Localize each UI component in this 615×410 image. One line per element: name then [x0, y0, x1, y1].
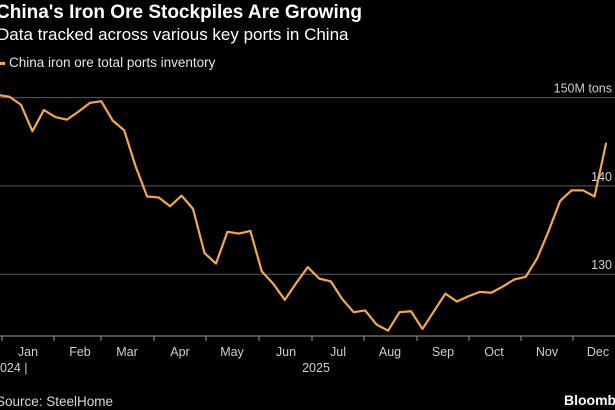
data-point — [513, 278, 515, 280]
data-point — [54, 116, 56, 118]
series-line — [0, 94, 608, 332]
legend-swatch — [0, 61, 5, 65]
data-point — [582, 189, 584, 191]
data-point — [467, 295, 469, 297]
data-point — [398, 311, 400, 313]
data-point — [215, 262, 217, 264]
data-point — [134, 165, 136, 167]
x-tick-label: Feb — [69, 345, 91, 359]
data-point — [66, 119, 68, 121]
data-point — [249, 230, 251, 232]
data-point — [284, 299, 286, 301]
data-point — [387, 330, 389, 332]
data-point — [433, 310, 435, 312]
data-point — [112, 119, 114, 121]
data-point — [123, 129, 125, 131]
data-point — [307, 266, 309, 268]
source-note: Source: SteelHome — [0, 394, 114, 409]
data-point — [524, 276, 526, 278]
chart-title: China's Iron Ore Stockpiles Are Growing — [0, 2, 362, 23]
data-point — [226, 231, 228, 233]
x-tick-label: Nov — [536, 345, 559, 359]
data-point — [31, 130, 33, 132]
legend-entry: China iron ore total ports inventory — [0, 55, 215, 70]
data-point — [456, 300, 458, 302]
data-point — [77, 111, 79, 113]
data-point — [444, 292, 446, 294]
y-axis-labels: 130 140 150M tons — [554, 82, 612, 273]
data-point — [89, 102, 91, 104]
data-point — [192, 208, 194, 210]
data-point — [410, 310, 412, 312]
data-point — [169, 205, 171, 207]
data-point — [180, 194, 182, 196]
x-tick-label: Dec — [587, 345, 609, 359]
data-point — [20, 104, 22, 106]
data-points — [0, 94, 607, 332]
year-label: 2025 — [302, 361, 330, 375]
y-tick-label: 150M tons — [554, 82, 612, 96]
data-point — [341, 298, 343, 300]
data-point — [559, 200, 561, 202]
x-tick-label: Jun — [276, 345, 296, 359]
data-point — [490, 292, 492, 294]
x-axis: Jan Feb Mar Apr May Jun Jul Aug Sep Oct Nov Dec 2024… — [0, 336, 609, 375]
data-point — [8, 96, 10, 98]
data-point — [570, 189, 572, 191]
data-point — [146, 195, 148, 197]
x-tick-label: Sep — [432, 345, 454, 359]
brand-logo: Bloomberg — [564, 392, 615, 408]
data-point — [157, 196, 159, 198]
chart-subtitle: Data tracked across various key ports in… — [0, 25, 349, 44]
data-point — [43, 109, 45, 111]
gridlines — [0, 97, 615, 337]
x-tick-label: Oct — [484, 345, 504, 359]
data-point — [375, 323, 377, 325]
year-label: 2024 | — [0, 361, 28, 375]
data-point — [295, 282, 297, 284]
data-point — [536, 257, 538, 259]
data-point — [318, 277, 320, 279]
data-point — [100, 100, 102, 102]
x-tick-label: Apr — [170, 345, 189, 359]
y-tick-label: 140 — [591, 170, 612, 184]
data-point — [272, 283, 274, 285]
data-point — [605, 142, 607, 144]
data-point — [238, 232, 240, 234]
series-line-group — [0, 94, 608, 332]
data-point — [329, 280, 331, 282]
x-tick-label: Jul — [330, 345, 346, 359]
data-point — [421, 328, 423, 330]
x-tick-label: Aug — [379, 345, 401, 359]
data-point — [502, 285, 504, 287]
x-tick-label: May — [220, 345, 244, 359]
data-point — [261, 270, 263, 272]
data-point — [203, 252, 205, 254]
data-point — [479, 291, 481, 293]
x-tick-label: Jan — [18, 345, 38, 359]
data-point — [364, 309, 366, 311]
data-point — [593, 195, 595, 197]
legend-label: China iron ore total ports inventory — [9, 55, 216, 70]
data-point — [547, 230, 549, 232]
x-tick-label: Mar — [116, 345, 138, 359]
y-tick-label: 130 — [591, 258, 612, 272]
data-point — [352, 311, 354, 313]
